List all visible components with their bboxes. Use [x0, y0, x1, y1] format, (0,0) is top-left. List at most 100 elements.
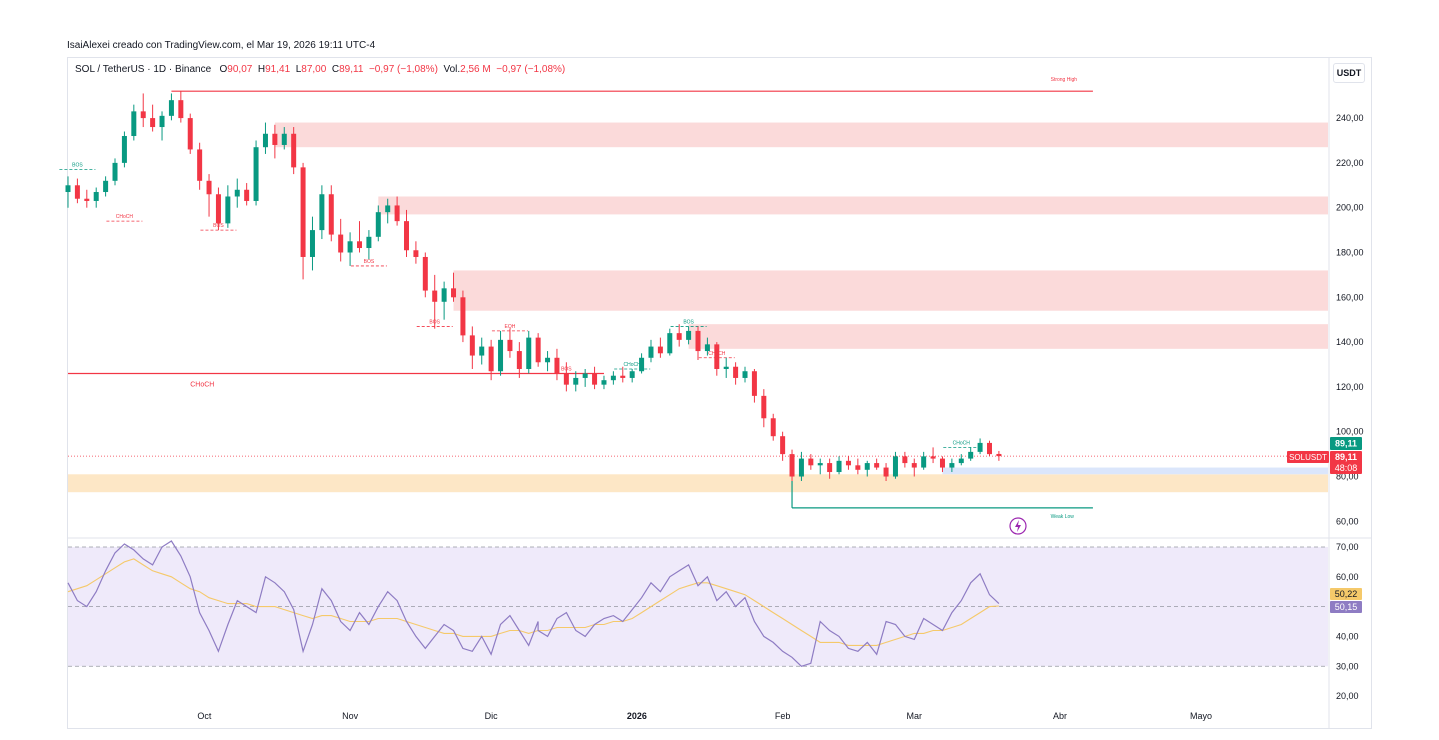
candle-body-94 — [949, 463, 955, 468]
candle-body-10 — [159, 115, 165, 128]
time-tick-6: Abr — [1053, 711, 1067, 721]
candle-body-18 — [234, 189, 240, 197]
candle-body-77 — [789, 454, 795, 477]
candle-body-47 — [507, 339, 513, 352]
candle-body-67 — [695, 330, 701, 352]
candle-body-71 — [733, 366, 739, 378]
candle-body-17 — [225, 196, 231, 224]
candle-body-15 — [206, 180, 212, 195]
candle-body-25 — [300, 167, 306, 257]
legend-symbol[interactable]: SOL / TetherUS · 1D · Binance — [75, 64, 212, 75]
structure-label-8: BOS — [683, 319, 694, 325]
price-badge-green-bg — [1330, 437, 1362, 450]
candle-body-48 — [516, 351, 522, 369]
structure-label-10: CHoCH — [953, 440, 971, 446]
candle-body-41 — [451, 288, 457, 298]
candle-body-68 — [704, 344, 710, 352]
candle-body-93 — [939, 458, 945, 468]
candle-body-82 — [836, 460, 842, 473]
rsi-tick-1: 60,00 — [1336, 572, 1359, 582]
time-tick-5: Mar — [907, 711, 923, 721]
candle-body-6 — [121, 136, 127, 163]
price-tick-1: 220,00 — [1336, 158, 1364, 168]
candle-body-49 — [526, 337, 532, 369]
price-tick-6: 120,00 — [1336, 382, 1364, 392]
candle-body-90 — [911, 463, 917, 468]
candle-body-83 — [845, 460, 851, 466]
supply-zone-0 — [274, 122, 1328, 148]
candle-body-74 — [761, 395, 767, 419]
candle-body-65 — [676, 333, 682, 340]
symbol-tag-bg — [1287, 451, 1329, 463]
rsi-tick-3: 40,00 — [1336, 631, 1359, 641]
candle-body-92 — [930, 456, 936, 459]
candle-body-88 — [892, 456, 898, 477]
legend-volume-label: Vol. — [443, 64, 461, 75]
legend-close-label: C — [331, 64, 340, 75]
candle-body-3 — [93, 192, 99, 201]
demand-zone-4 — [68, 474, 1328, 493]
candle-body-84 — [855, 465, 861, 470]
candle-body-0 — [65, 185, 71, 193]
candle-body-73 — [751, 371, 757, 396]
rsi-ma-badge-bg — [1330, 588, 1362, 600]
candle-body-64 — [667, 333, 673, 354]
legend-volume-change: −0,97 (−1,08%) — [496, 64, 566, 75]
legend-volume: 2,56 M — [460, 64, 491, 75]
price-badge-red-bg — [1330, 451, 1362, 474]
candle-body-51 — [545, 357, 551, 363]
zones-layer — [68, 122, 1329, 493]
candle-body-12 — [178, 100, 184, 119]
candle-body-38 — [422, 256, 428, 291]
rsi-tick-5: 20,00 — [1336, 691, 1359, 701]
time-tick-2: Dic — [485, 711, 498, 721]
time-tick-0: Oct — [197, 711, 212, 721]
candle-body-45 — [488, 346, 494, 372]
candle-body-61 — [639, 357, 645, 372]
candle-body-99 — [996, 453, 1002, 457]
candle-body-19 — [244, 189, 250, 201]
candles-layer — [65, 91, 1002, 481]
rsi-line — [67, 540, 1000, 667]
candle-body-80 — [817, 463, 823, 466]
candle-body-97 — [977, 442, 983, 452]
candle-body-7 — [131, 111, 137, 137]
chart-credit: IsaiAlexei creado con TradingView.com, e… — [67, 40, 376, 51]
time-tick-7: Mayo — [1190, 711, 1212, 721]
candle-body-43 — [469, 335, 475, 356]
candle-body-42 — [460, 297, 466, 336]
structure-label-1: CHoCH — [116, 214, 134, 220]
price-tick-8: 80,00 — [1336, 472, 1359, 482]
candle-body-78 — [798, 458, 804, 477]
candle-body-14 — [197, 149, 203, 181]
candle-body-40 — [441, 288, 447, 302]
candle-body-54 — [573, 377, 579, 385]
candle-body-81 — [827, 463, 833, 473]
price-tick-0: 240,00 — [1336, 113, 1364, 123]
candle-body-58 — [610, 375, 616, 381]
candle-body-98 — [986, 442, 992, 455]
price-tick-9: 60,00 — [1336, 516, 1359, 526]
candle-body-37 — [413, 250, 419, 257]
candle-body-59 — [620, 375, 626, 378]
candle-body-95 — [958, 458, 964, 464]
legend-open-label: O — [219, 64, 228, 75]
candle-body-31 — [356, 241, 362, 249]
candle-body-79 — [808, 458, 814, 466]
candle-body-16 — [215, 194, 221, 224]
price-tick-3: 180,00 — [1336, 247, 1364, 257]
structure-label-5: EQH — [505, 324, 516, 330]
lightning-icon-bolt — [1015, 520, 1021, 532]
lightning-icon — [1009, 517, 1027, 535]
rsi-badge: 50,15 — [1335, 602, 1358, 612]
candle-body-8 — [140, 111, 146, 119]
candle-body-35 — [394, 205, 400, 222]
candle-body-70 — [723, 366, 729, 369]
candle-body-32 — [366, 236, 372, 249]
blue-zone-5 — [942, 467, 1328, 475]
legend-low-label: L — [295, 64, 302, 75]
candle-body-62 — [648, 346, 654, 358]
currency-button[interactable]: USDT — [1333, 63, 1365, 83]
candle-body-30 — [347, 241, 353, 253]
